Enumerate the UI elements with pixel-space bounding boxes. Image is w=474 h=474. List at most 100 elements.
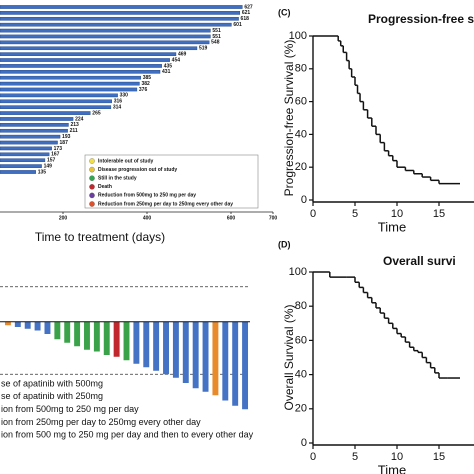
bar	[172, 321, 179, 378]
bar	[0, 93, 118, 98]
bar-label: 519	[199, 46, 208, 52]
x-tick-label: 0	[310, 208, 316, 220]
bar-label: 193	[62, 134, 71, 140]
bar-label: 187	[60, 140, 69, 146]
chart-title: Overall survi	[383, 254, 456, 268]
bar	[0, 81, 140, 86]
bar-label: 385	[143, 75, 152, 81]
bar	[4, 321, 11, 326]
bar-label: 551	[212, 34, 221, 40]
bar-label: 213	[70, 122, 79, 128]
bar	[84, 321, 90, 350]
bar	[74, 321, 81, 347]
bar	[0, 105, 112, 109]
bar	[0, 58, 170, 62]
bar	[153, 321, 160, 371]
legend-label: Reduction from 250mg per day to 250mg ev…	[98, 201, 233, 207]
bar	[0, 146, 52, 151]
bar-label: 548	[211, 40, 220, 46]
panel-label: (C)	[278, 7, 291, 17]
y-axis-label: Overall Survival (%)	[282, 304, 296, 410]
bar	[0, 22, 232, 27]
bar	[0, 11, 241, 15]
y-axis-label: Progression-free Survival (%)	[282, 40, 296, 197]
bar	[0, 117, 74, 121]
bar	[103, 321, 110, 355]
bar	[0, 170, 36, 174]
y-tick-label: 40	[295, 128, 307, 140]
x-tick-label: 200	[59, 215, 68, 221]
bar-label: 211	[70, 128, 78, 134]
bar	[44, 321, 51, 334]
bar	[182, 321, 189, 383]
bar	[14, 321, 21, 327]
y-tick-label: 0	[301, 437, 307, 449]
legend-symbol	[89, 166, 95, 173]
bar	[0, 5, 243, 9]
bar-label: 167	[51, 152, 60, 158]
x-tick-label: 0	[310, 451, 316, 463]
legend-label: Still in the study	[98, 176, 137, 182]
bar-label: 135	[38, 169, 47, 175]
bar	[0, 28, 211, 33]
bar-label: 435	[164, 63, 173, 69]
y-tick-label: 100	[289, 266, 307, 278]
bar-label: 454	[172, 57, 181, 63]
bar	[242, 321, 249, 410]
bar-label: 149	[44, 163, 53, 169]
x-axis-label: Time to treatment (days)	[35, 230, 165, 244]
bar-label: 173	[54, 146, 63, 152]
bar	[222, 321, 229, 401]
bar	[0, 128, 68, 133]
legend-label: se of apatinib with 500mg	[1, 378, 103, 388]
x-tick-label: 600	[227, 215, 236, 221]
bar	[0, 16, 239, 21]
x-tick-label: 10	[391, 451, 403, 463]
bar	[0, 111, 91, 115]
legend-label: ion from 500mg to 250 mg per day	[1, 404, 139, 414]
x-tick-label: 5	[352, 208, 358, 220]
bar-label: 330	[120, 93, 129, 99]
bar	[0, 152, 50, 157]
bar-label: 551	[212, 28, 221, 34]
legend-symbol	[89, 192, 95, 199]
bar	[93, 321, 100, 352]
x-axis-label: Time	[378, 462, 406, 474]
y-tick-label: 20	[295, 161, 307, 173]
legend-label: Reduction from 500mg to 250 mg per day	[98, 193, 196, 199]
bar	[0, 34, 211, 39]
bar-label: 316	[114, 99, 123, 105]
bar	[0, 164, 42, 168]
x-axis-label: Time	[378, 219, 406, 234]
legend-label: se of apatinib with 250mg	[1, 391, 103, 401]
x-tick-label: 15	[433, 451, 445, 463]
legend-label: Intolerable out of study	[98, 158, 153, 164]
y-tick-label: 60	[295, 334, 307, 346]
bar	[133, 321, 140, 364]
bar	[24, 321, 31, 329]
bar	[0, 134, 61, 139]
y-tick-label: 20	[295, 403, 307, 415]
y-tick-label: 80	[295, 63, 307, 75]
legend-symbol	[89, 158, 95, 164]
bar-label: 431	[162, 69, 171, 75]
bar	[0, 87, 138, 92]
bar	[0, 140, 58, 145]
legend-symbol	[89, 201, 95, 207]
bar	[123, 321, 130, 361]
bar	[113, 321, 120, 357]
x-tick-label: 700	[269, 215, 278, 221]
y-tick-label: 0	[301, 194, 307, 206]
legend-label: ion from 500 mg to 250 mg per day and th…	[1, 430, 254, 440]
bar	[0, 75, 141, 80]
bar-label: 314	[113, 105, 122, 111]
bar	[232, 321, 239, 406]
bar-label: 621	[242, 10, 251, 16]
x-tick-label: 10	[391, 208, 403, 220]
bar-label: 618	[241, 16, 250, 22]
panel-label: (D)	[278, 239, 291, 249]
x-tick-label: 15	[433, 208, 445, 220]
bar-label: 601	[233, 22, 242, 28]
bar	[64, 321, 71, 343]
